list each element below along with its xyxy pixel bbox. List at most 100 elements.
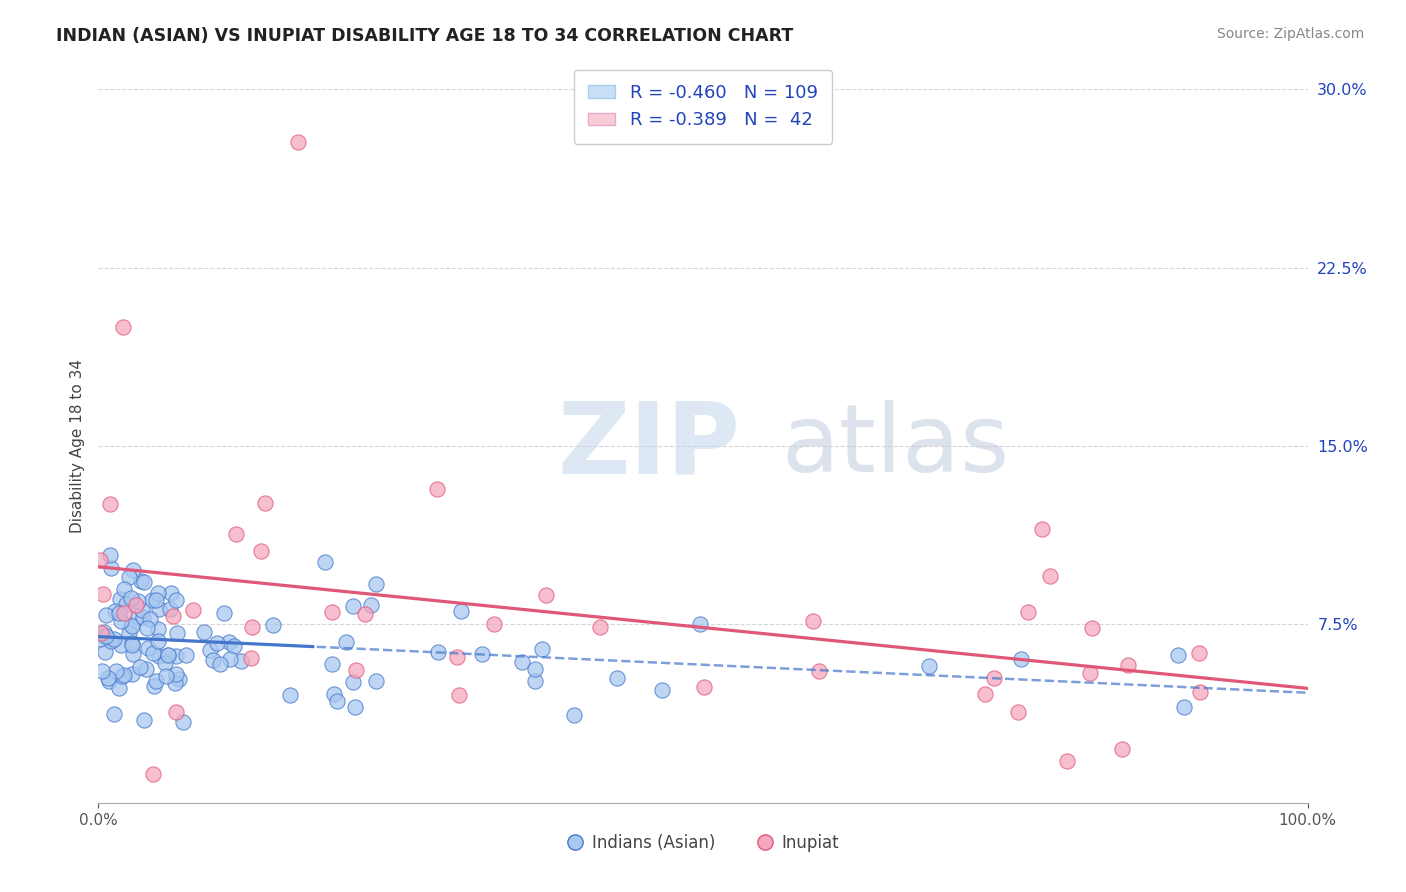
Point (335, 635, 357, 649)
Text: ZIP: ZIP (558, 398, 741, 494)
Point (262, 618, 284, 632)
Point (134, 574, 156, 589)
Point (193, 625, 215, 640)
Point (651, 682, 673, 697)
Point (146, 586, 169, 600)
Point (110, 639, 132, 653)
Point (1017, 605, 1039, 619)
Point (214, 606, 236, 620)
Point (89, 552, 111, 566)
Point (198, 643, 221, 657)
Point (1010, 652, 1032, 666)
Point (973, 687, 995, 701)
Point (148, 601, 170, 615)
Point (93, 624, 115, 639)
Point (278, 689, 301, 703)
Point (121, 638, 143, 652)
Point (141, 593, 163, 607)
Point (134, 713, 156, 727)
Point (531, 642, 554, 657)
Point (110, 591, 132, 606)
Point (94, 608, 117, 623)
Point (1118, 657, 1140, 672)
Point (689, 616, 711, 631)
Point (112, 606, 135, 620)
Point (104, 604, 127, 618)
Point (121, 667, 143, 681)
Point (287, 135, 309, 149)
Point (117, 569, 139, 583)
Point (524, 662, 547, 676)
Point (524, 673, 547, 688)
Point (201, 653, 224, 667)
Point (131, 603, 153, 617)
Point (110, 614, 132, 628)
Point (108, 681, 131, 695)
Point (342, 675, 364, 690)
Point (446, 650, 468, 665)
Point (121, 636, 143, 650)
Y-axis label: Disability Age 18 to 34: Disability Age 18 to 34 (69, 359, 84, 533)
Text: atlas: atlas (782, 400, 1010, 492)
Point (121, 647, 143, 661)
Point (100, 634, 122, 648)
Point (471, 648, 494, 662)
Point (103, 632, 125, 646)
Point (427, 645, 450, 659)
Point (132, 610, 155, 624)
Point (156, 648, 179, 662)
Point (97, 673, 120, 688)
Point (166, 625, 188, 640)
Point (118, 626, 141, 640)
Point (364, 577, 387, 591)
Point (165, 593, 187, 607)
Text: INDIAN (ASIAN) VS INUPIAT DISABILITY AGE 18 TO 34 CORRELATION CHART: INDIAN (ASIAN) VS INUPIAT DISABILITY AGE… (56, 27, 793, 45)
Point (426, 482, 449, 496)
Point (159, 586, 181, 600)
Point (222, 640, 245, 654)
Point (165, 705, 187, 719)
Point (1007, 705, 1029, 719)
Point (114, 597, 136, 611)
Point (127, 610, 149, 624)
Point (562, 707, 585, 722)
Point (314, 556, 336, 570)
Point (155, 669, 177, 683)
Point (121, 618, 143, 632)
Point (93, 645, 115, 659)
Point (449, 688, 471, 702)
Point (91, 665, 114, 679)
Point (218, 635, 240, 649)
Point (1111, 741, 1133, 756)
Point (125, 598, 148, 612)
Point (1056, 755, 1078, 769)
Point (139, 612, 162, 626)
Point (90, 626, 112, 640)
Point (250, 544, 273, 558)
Point (142, 646, 165, 660)
Point (146, 633, 169, 648)
Point (120, 591, 142, 605)
Point (209, 657, 232, 672)
Point (120, 618, 142, 632)
Legend: Indians (Asian), Inupiat: Indians (Asian), Inupiat (560, 828, 846, 859)
Point (801, 615, 824, 629)
Point (157, 648, 180, 662)
Point (165, 649, 187, 664)
Point (169, 672, 191, 686)
Point (145, 592, 167, 607)
Point (219, 652, 242, 666)
Point (98, 497, 121, 511)
Point (146, 622, 169, 636)
Point (918, 658, 941, 673)
Point (536, 588, 558, 602)
Point (145, 673, 167, 688)
Point (364, 674, 387, 689)
Point (181, 603, 204, 617)
Point (807, 664, 830, 678)
Point (240, 651, 263, 665)
Point (96, 630, 118, 644)
Point (135, 661, 157, 675)
Point (229, 654, 252, 668)
Point (111, 320, 134, 334)
